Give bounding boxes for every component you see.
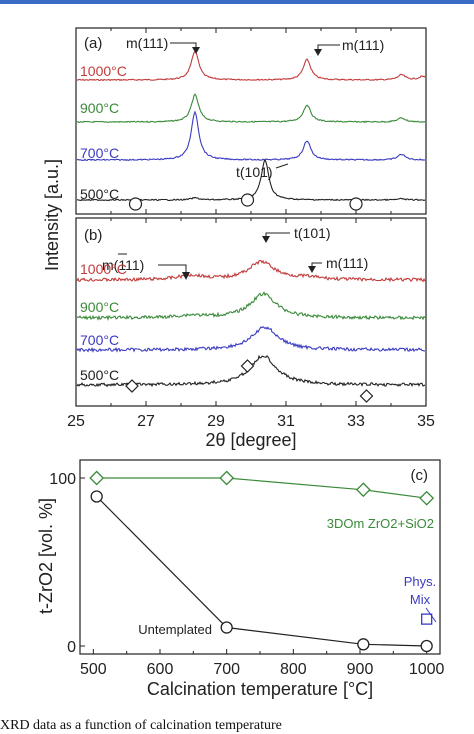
a-trace-1	[76, 93, 426, 124]
a-m111-right-label: m(111)	[342, 37, 384, 53]
legend-untemplated: Untemplated	[138, 622, 212, 637]
c-y-tick-label-100: 100	[49, 471, 76, 488]
c-point-0-0	[89, 470, 105, 486]
x-tick-label-31: 31	[277, 413, 295, 430]
legend-mix: Mix	[410, 592, 431, 607]
b-trace-0	[76, 259, 426, 283]
xrd-x-ticks: 25 27 29 31 33 35	[67, 28, 435, 430]
c-point-2-0	[421, 613, 433, 625]
panel-c-series	[89, 470, 435, 653]
a-m111-right-arrowhead	[314, 49, 322, 56]
a-trace-0	[76, 50, 426, 82]
panel-c-label: (c)	[411, 467, 429, 484]
panel-b-markers	[125, 359, 374, 403]
a-m111-left-arrow	[170, 42, 197, 52]
b-label-700c: 700°C	[80, 332, 119, 348]
c-point-1-1	[220, 621, 233, 634]
b-trace-2	[76, 325, 425, 353]
b-label-1000c: 1000°C	[80, 261, 127, 277]
calcination-axis-label: Calcination temperature [°C]	[147, 679, 373, 699]
c-series-line-0	[96, 477, 427, 499]
b-m111-left-label: m(111)	[102, 257, 144, 273]
legend-phys: Phys.	[404, 574, 437, 589]
b-diamond-marker-0	[125, 379, 139, 393]
a-t101-leader	[275, 163, 289, 169]
c-series-line-1	[96, 496, 427, 647]
x-tick-label-29: 29	[207, 413, 225, 430]
c-point-0-1	[219, 470, 235, 486]
panel-c-ticks: 500 600 700 800 900 1000 0 100	[49, 471, 444, 678]
b-label-500c: 500°C	[80, 367, 119, 383]
a-circle-marker-0	[128, 197, 143, 211]
phys-mix-leader	[425, 607, 437, 623]
top-accent-bar	[0, 0, 474, 4]
b-trace-3	[76, 354, 426, 388]
c-x-tick-label-1000: 1000	[409, 661, 445, 678]
xrd-figure: 25 27 29 31 33 35 (a) m(111) m(111) t(101) 10…	[36, 27, 445, 699]
a-t101-label: t(101)	[236, 164, 273, 180]
two-theta-axis-label: 2θ [degree]	[205, 430, 296, 450]
c-x-tick-label-800: 800	[280, 661, 307, 678]
panel-c-frame	[79, 459, 441, 655]
intensity-axis-label: Intensity [a.u.]	[42, 159, 62, 271]
c-x-tick-label-500: 500	[80, 661, 107, 678]
a-circle-marker-2	[349, 197, 363, 211]
c-x-tick-label-600: 600	[147, 661, 174, 678]
c-x-tick-label-900: 900	[347, 661, 374, 678]
panel-b-frame	[75, 217, 427, 407]
c-point-0-2	[355, 482, 371, 498]
c-y-tick-label-0: 0	[67, 639, 76, 656]
b-t101-label: t(101)	[294, 225, 331, 241]
a-m111-left-arrowhead	[192, 47, 200, 54]
b-diamond-marker-1	[240, 359, 255, 373]
a-m111-left-label: m(111)	[126, 35, 168, 51]
a-label-900c: 900°C	[80, 100, 119, 116]
tzro2-axis-label: t-ZrO2 [vol. %]	[36, 498, 56, 614]
a-trace-2	[76, 110, 426, 162]
b-diamond-marker-2	[359, 389, 374, 403]
b-label-900c: 900°C	[80, 299, 119, 315]
b-m111-left-arrowhead	[182, 272, 190, 280]
panel-a-markers	[128, 193, 363, 211]
x-tick-label-27: 27	[137, 413, 155, 430]
b-t101-arrowhead	[262, 236, 270, 243]
b-m111-right-label: m(111)	[326, 255, 368, 271]
a-circle-marker-1	[240, 193, 255, 207]
figure-caption: XRD data as a function of calcination te…	[0, 718, 282, 733]
panel-a-label: (a)	[84, 35, 102, 52]
x-tick-label-25: 25	[67, 413, 85, 430]
c-point-1-0	[90, 490, 103, 503]
x-tick-label-33: 33	[347, 413, 365, 430]
b-m111-right-arrowhead	[308, 266, 316, 273]
c-point-1-3	[420, 639, 433, 653]
x-tick-label-35: 35	[417, 413, 435, 430]
a-label-700c: 700°C	[80, 145, 119, 161]
c-x-tick-label-700: 700	[213, 661, 240, 678]
a-label-1000c: 1000°C	[80, 63, 127, 79]
b-trace-1	[76, 291, 426, 321]
a-label-500c: 500°C	[80, 186, 119, 202]
panel-a-frame	[75, 27, 427, 215]
c-point-1-2	[357, 638, 370, 651]
c-point-0-3	[419, 490, 435, 506]
legend-3dom: 3DOm ZrO2+SiO2	[327, 516, 434, 531]
panel-b-label: (b)	[84, 227, 102, 244]
